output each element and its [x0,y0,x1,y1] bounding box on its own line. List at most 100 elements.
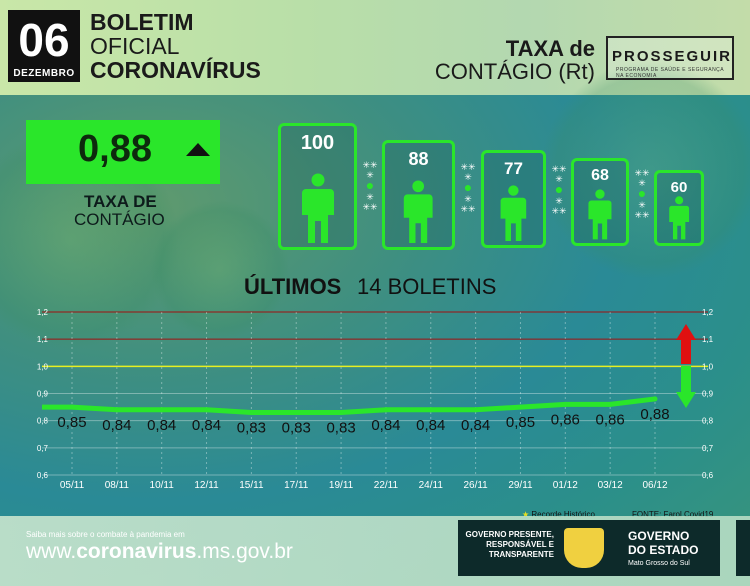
url-bold: coronavirus [76,540,197,563]
site-note: Saiba mais sobre o combate à pandemia em [26,530,185,539]
y-tick-label: 0,8 [37,417,49,426]
rt-line-chart: 0,6 0,6 0,7 0,7 0,8 0,8 0,9 0,9 1,0 1,0 1,1 1,1 1,2 1… [37,308,714,491]
y-tick-label-right: 0,9 [702,390,714,399]
data-label: 0,84 [192,417,221,434]
y-tick-label-right: 0,6 [702,471,714,480]
data-point [69,404,75,410]
data-label: 0,88 [640,406,669,423]
y-tick-label: 0,6 [37,471,49,480]
person-icon [588,189,612,240]
x-tick-label: 06/12 [642,480,667,491]
data-label: 0,83 [326,420,355,437]
url-suffix: .ms.gov.br [196,540,293,563]
rt-title-line2: CONTÁGIO (Rt) [434,59,595,84]
data-label: 0,83 [237,420,266,437]
virus-spread-icon: ✳✳ ✳ ● ✳ ✳✳ [362,160,378,212]
person-count: 60 [670,179,688,196]
x-tick-label: 26/11 [463,480,488,491]
rate-label-line1: TAXA DE [84,192,157,211]
data-label: 0,85 [506,414,535,431]
data-point [652,396,658,402]
rate-value: 0,88 [78,128,152,170]
y-tick-label-right: 1,0 [702,362,714,371]
star-icon: ★ [522,510,530,519]
person-card: 88 [382,140,455,250]
logo-text: PROSSEGUIR [612,48,733,65]
x-tick-label: 01/12 [553,480,578,491]
person-count: 68 [591,167,609,184]
person-card: 77 [481,150,546,248]
bulletin-title-line2: OFICIAL [90,33,180,59]
data-label: 0,84 [147,417,176,434]
person-count: 77 [504,159,523,178]
data-point [383,407,389,413]
data-point [607,401,613,407]
data-point [114,407,120,413]
gov-name-line3: Mato Grosso do Sul [628,560,690,567]
x-tick-label: 22/11 [374,480,399,491]
chart-title-regular: 14 BOLETINS [357,274,497,299]
y-tick-label-right: 1,2 [702,308,714,317]
bulletin-title-line1: BOLETIM [90,9,194,35]
logo-subtext: PROGRAMA DE SAÚDE E SEGURANÇA NA ECONOMI… [616,67,724,79]
trend-up-icon [186,143,210,156]
person-icon [669,196,689,240]
data-point [517,404,523,410]
date-day: 06 [18,14,70,66]
x-tick-label: 03/12 [598,480,623,491]
person-count: 88 [408,149,429,169]
data-label: 0,86 [596,411,625,428]
bulletin-title-line3: CORONAVÍRUS [90,57,261,83]
date-month: DEZEMBRO [13,68,75,79]
data-point [293,410,299,416]
virus-spread-icon: ✳✳ ✳ ● ✳ ✳✳ [460,162,476,214]
person-card: 100 [278,123,357,250]
data-point [562,401,568,407]
y-tick-label: 0,7 [37,444,49,453]
person-icon [301,173,334,243]
site-url-link[interactable]: www.coronavirus.ms.gov.br [26,540,293,564]
government-banner: GOVERNO PRESENTE, RESPONSÁVEL E TRANSPAR… [458,520,720,576]
data-point [338,410,344,416]
x-tick-label: 10/11 [150,480,175,491]
data-label: 0,84 [416,417,445,434]
person-icon [500,185,527,242]
gov-name-line1: GOVERNO [628,529,690,543]
virus-spread-icon: ✳✳ ✳ ● ✳ ✳✳ [634,168,650,220]
trend-up-arrow-icon [676,324,696,364]
rt-title-line1: TAXA de [505,36,595,61]
trend-down-arrow-icon [676,366,696,408]
person-count: 100 [300,132,335,154]
data-point [159,407,165,413]
data-label: 0,86 [551,411,580,428]
data-point [204,407,210,413]
data-point [248,410,254,416]
y-tick-label: 1,2 [37,308,49,317]
data-label: 0,84 [102,417,131,434]
rate-label-line2: CONTÁGIO [74,210,165,229]
state-crest-icon [564,528,604,568]
data-label: 0,84 [461,417,490,434]
x-tick-label: 29/11 [508,480,533,491]
url-prefix: www. [26,540,77,563]
prosseguir-logo: PROSSEGUIR PROGRAMA DE SAÚDE E SEGURANÇA… [606,36,734,80]
virus-image [150,200,290,340]
x-tick-label: 05/11 [60,480,85,491]
y-tick-label-right: 0,8 [702,417,714,426]
data-point [428,407,434,413]
x-tick-label: 08/11 [105,480,130,491]
data-label: 0,83 [282,420,311,437]
y-tick-label: 1,0 [37,362,49,371]
data-point [473,407,479,413]
legend-record: ★ Recorde Histórico [522,510,595,519]
legend-record-label: Recorde Histórico [531,510,595,519]
virus-spread-icon: ✳✳ ✳ ● ✳ ✳✳ [551,164,567,216]
y-tick-label-right: 0,7 [702,444,714,453]
person-card: 68 [571,158,629,246]
footer-tab [736,520,750,576]
gov-slogan: GOVERNO PRESENTE, RESPONSÁVEL E TRANSPAR… [465,530,554,559]
x-tick-label: 15/11 [239,480,264,491]
gov-name-line2: DO ESTADO [628,543,699,557]
y-tick-label-right: 1,1 [702,335,714,344]
